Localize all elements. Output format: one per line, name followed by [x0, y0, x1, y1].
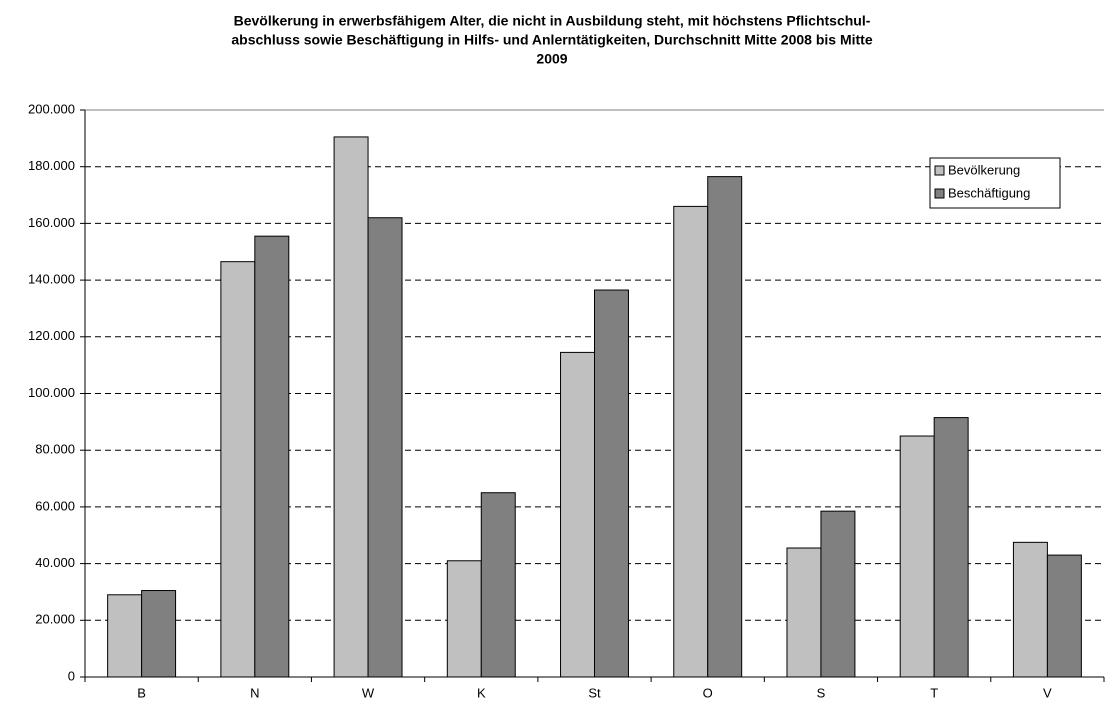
bar [707, 176, 743, 678]
y-tick-label: 200.000 [28, 101, 75, 116]
y-tick-label: 60.000 [35, 498, 75, 513]
y-tick-label: 20.000 [35, 612, 75, 627]
bar [594, 289, 629, 678]
legend-label: Beschäftigung [948, 185, 1030, 200]
bar [1012, 541, 1048, 678]
bar [254, 235, 290, 678]
bar [899, 435, 935, 678]
legend-label: Bevölkerung [948, 162, 1020, 177]
x-tick-label: V [1043, 685, 1052, 700]
y-tick-label: 80.000 [35, 442, 75, 457]
bar [560, 351, 595, 678]
x-tick-label: St [588, 685, 601, 700]
legend-swatch [934, 165, 945, 176]
y-tick-label: 160.000 [28, 215, 75, 230]
legend-box [929, 157, 1061, 209]
y-tick-label: 40.000 [35, 555, 75, 570]
bar [220, 261, 256, 678]
legend-swatch [934, 188, 945, 199]
bar [107, 594, 143, 678]
x-tick-label: W [362, 685, 375, 700]
x-tick-label: B [137, 685, 146, 700]
chart-title: Bevölkerung in erwerbsfähigem Alter, die… [234, 13, 871, 29]
bar [820, 510, 856, 678]
x-tick-label: T [930, 685, 938, 700]
y-tick-label: 0 [68, 668, 75, 683]
chart-title: abschluss sowie Beschäftigung in Hilfs- … [231, 32, 872, 48]
y-tick-label: 180.000 [28, 158, 75, 173]
y-tick-label: 120.000 [28, 328, 75, 343]
x-tick-label: S [817, 685, 826, 700]
x-tick-label: N [250, 685, 259, 700]
y-tick-label: 140.000 [28, 272, 75, 287]
chart-title: 2009 [536, 51, 567, 67]
bar [367, 217, 403, 678]
bar [446, 560, 482, 678]
x-tick-label: O [703, 685, 713, 700]
y-tick-label: 100.000 [28, 385, 75, 400]
bar [141, 590, 177, 678]
bar [333, 136, 369, 678]
bar [786, 547, 822, 678]
bar [673, 205, 709, 678]
bar [933, 417, 969, 678]
x-tick-label: K [477, 685, 486, 700]
bar [480, 492, 516, 678]
bar [1046, 554, 1082, 678]
